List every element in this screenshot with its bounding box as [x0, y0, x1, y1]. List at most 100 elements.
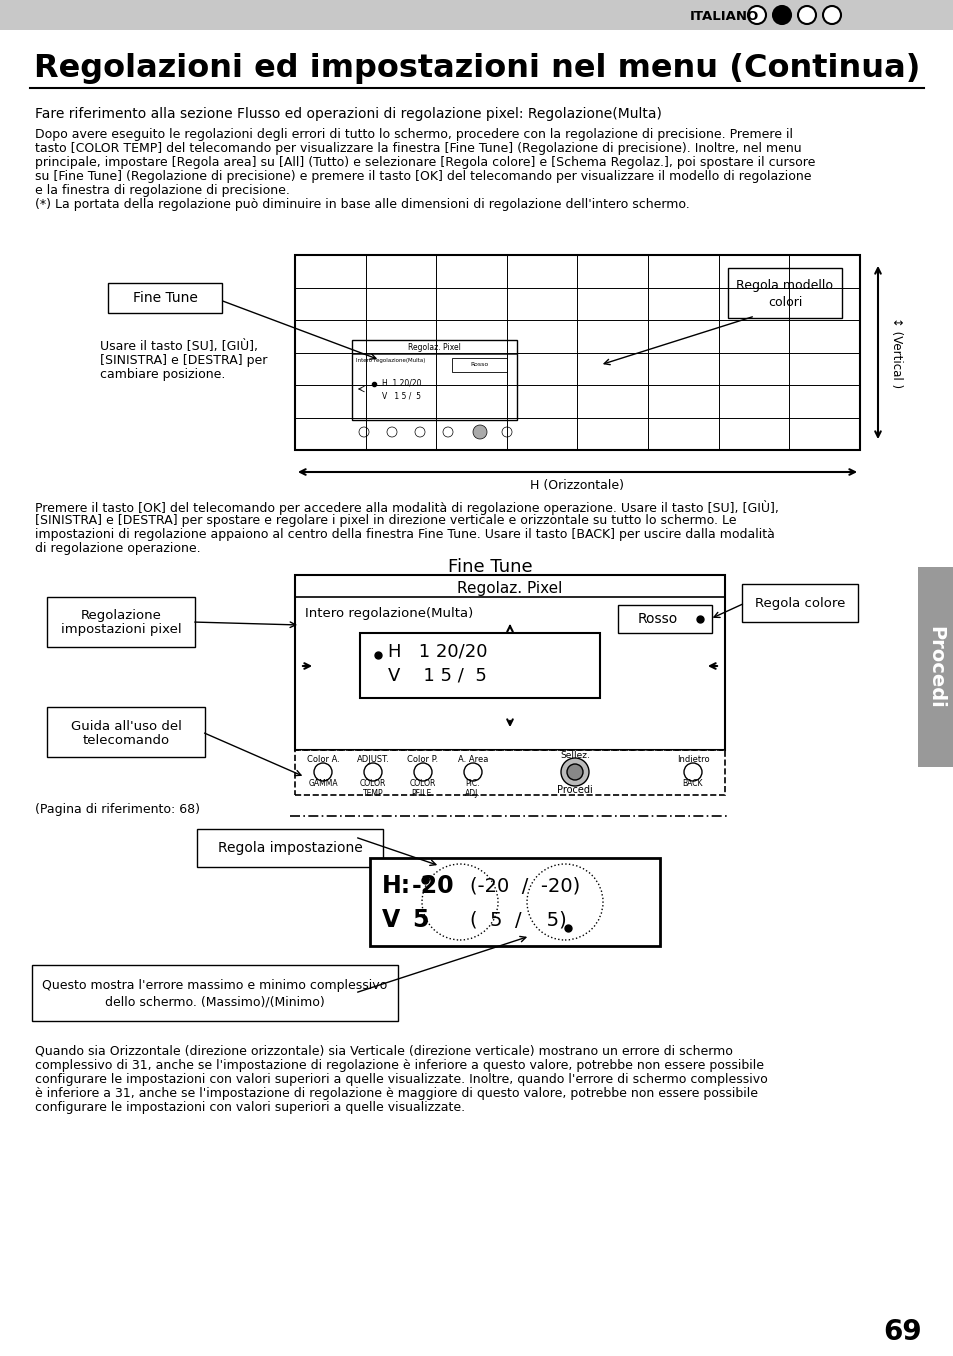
Text: Procedi: Procedi	[925, 625, 944, 708]
FancyBboxPatch shape	[47, 706, 205, 757]
Text: BACK: BACK	[682, 780, 702, 788]
Text: Rosso: Rosso	[638, 612, 678, 626]
Bar	[352, 340, 517, 420]
Circle shape	[314, 763, 332, 781]
Circle shape	[797, 5, 815, 24]
Text: Regolaz. Pixel: Regolaz. Pixel	[408, 343, 460, 351]
Text: Regolazione: Regolazione	[80, 609, 161, 622]
Bar	[359, 633, 599, 698]
Text: Color A.: Color A.	[306, 755, 339, 765]
Circle shape	[463, 763, 481, 781]
FancyBboxPatch shape	[727, 268, 841, 319]
FancyBboxPatch shape	[618, 605, 711, 633]
Text: PFILE.: PFILE.	[412, 788, 434, 797]
Text: tasto [COLOR TEMP] del telecomando per visualizzare la finestra [Fine Tune] (Reg: tasto [COLOR TEMP] del telecomando per v…	[35, 142, 801, 155]
Bar	[294, 255, 859, 450]
Bar	[917, 567, 953, 767]
Text: GAMMA: GAMMA	[308, 780, 337, 788]
Circle shape	[560, 758, 588, 786]
Circle shape	[747, 5, 765, 24]
Text: colori: colori	[767, 296, 801, 309]
Text: è inferiore a 31, anche se l'impostazione di regolazione è maggiore di questo va: è inferiore a 31, anche se l'impostazion…	[35, 1088, 758, 1100]
Circle shape	[442, 427, 453, 437]
Text: Regolazioni ed impostazioni nel menu (Continua): Regolazioni ed impostazioni nel menu (Co…	[33, 53, 920, 84]
Circle shape	[683, 763, 701, 781]
Circle shape	[358, 427, 369, 437]
Bar	[452, 358, 506, 372]
FancyBboxPatch shape	[741, 584, 857, 622]
Text: impostazioni di regolazione appaiono al centro della finestra Fine Tune. Usare i: impostazioni di regolazione appaiono al …	[35, 527, 774, 541]
Text: [SINISTRA] e [DESTRA] per: [SINISTRA] e [DESTRA] per	[100, 354, 267, 367]
Bar	[0, 0, 953, 30]
Circle shape	[387, 427, 396, 437]
Text: ITALIANO: ITALIANO	[689, 9, 759, 23]
Text: Regola modello: Regola modello	[736, 279, 833, 293]
Text: Fine Tune: Fine Tune	[132, 292, 197, 305]
Text: di regolazione operazione.: di regolazione operazione.	[35, 542, 200, 555]
Text: ADJUST.: ADJUST.	[356, 755, 389, 765]
Bar	[294, 575, 724, 750]
Text: Premere il tasto [OK] del telecomando per accedere alla modalità di regolazione : Premere il tasto [OK] del telecomando pe…	[35, 500, 778, 515]
Text: Questo mostra l'errore massimo e minimo complessivo: Questo mostra l'errore massimo e minimo …	[42, 979, 387, 993]
Text: Regolaz. Pixel: Regolaz. Pixel	[456, 580, 562, 595]
Circle shape	[501, 427, 512, 437]
Text: configurare le impostazioni con valori superiori a quelle visualizzate. Inoltre,: configurare le impostazioni con valori s…	[35, 1073, 767, 1086]
Bar	[370, 858, 659, 946]
FancyBboxPatch shape	[32, 965, 397, 1021]
Text: H  1 20/20: H 1 20/20	[381, 378, 421, 388]
Text: Quando sia Orizzontale (direzione orizzontale) sia Verticale (direzione vertical: Quando sia Orizzontale (direzione orizzo…	[35, 1045, 732, 1058]
Text: [SINISTRA] e [DESTRA] per spostare e regolare i pixel in direzione verticale e o: [SINISTRA] e [DESTRA] per spostare e reg…	[35, 514, 736, 527]
Text: 5: 5	[412, 909, 428, 932]
Text: Fine Tune: Fine Tune	[447, 559, 532, 576]
Text: Dopo avere eseguito le regolazioni degli errori di tutto lo schermo, procedere c: Dopo avere eseguito le regolazioni degli…	[35, 127, 792, 141]
Text: H:: H:	[381, 875, 411, 898]
Text: Guida all'uso del: Guida all'uso del	[71, 720, 181, 732]
Text: e la finestra di regolazione di precisione.: e la finestra di regolazione di precisio…	[35, 184, 290, 197]
Text: H   1 20/20: H 1 20/20	[388, 641, 487, 660]
Text: ↕ (Vertical ): ↕ (Vertical )	[889, 317, 902, 388]
Text: impostazioni pixel: impostazioni pixel	[61, 624, 181, 636]
Text: principale, impostare [Regola area] su [All] (Tutto) e selezionare [Regola color: principale, impostare [Regola area] su […	[35, 156, 815, 170]
Text: V: V	[381, 909, 400, 932]
Circle shape	[415, 427, 424, 437]
Circle shape	[822, 5, 841, 24]
Text: Sellez.: Sellez.	[559, 750, 589, 759]
Text: Regola impostazione: Regola impostazione	[217, 841, 362, 856]
Text: complessivo di 31, anche se l'impostazione di regolazione è inferiore a questo v: complessivo di 31, anche se l'impostazio…	[35, 1059, 763, 1073]
Text: (-20  /  -20): (-20 / -20)	[470, 876, 579, 895]
Text: -20: -20	[412, 875, 455, 898]
Text: COLOR: COLOR	[359, 780, 386, 788]
FancyBboxPatch shape	[294, 750, 724, 795]
Text: su [Fine Tune] (Regolazione di precisione) e premere il tasto [OK] del telecoman: su [Fine Tune] (Regolazione di precision…	[35, 170, 811, 183]
Text: Fare riferimento alla sezione Flusso ed operazioni di regolazione pixel: Regolaz: Fare riferimento alla sezione Flusso ed …	[35, 107, 661, 121]
FancyBboxPatch shape	[47, 597, 194, 647]
Text: telecomando: telecomando	[82, 734, 170, 747]
Text: V   1 5 /  5: V 1 5 / 5	[381, 392, 420, 400]
Text: (  5  /    5): ( 5 / 5)	[470, 910, 566, 929]
Text: Color P.: Color P.	[407, 755, 438, 765]
Text: Procedi: Procedi	[557, 785, 592, 795]
FancyBboxPatch shape	[108, 283, 222, 313]
Circle shape	[566, 763, 582, 780]
Text: (Pagina di riferimento: 68): (Pagina di riferimento: 68)	[35, 803, 200, 815]
Text: Indietro: Indietro	[676, 755, 709, 765]
Text: cambiare posizione.: cambiare posizione.	[100, 367, 225, 381]
Text: 69: 69	[882, 1318, 921, 1347]
Text: Usare il tasto [SU], [GIÙ],: Usare il tasto [SU], [GIÙ],	[100, 340, 257, 353]
Text: TEMP: TEMP	[362, 788, 383, 797]
Text: H (Orizzontale): H (Orizzontale)	[530, 479, 624, 491]
Text: PIC.: PIC.	[465, 780, 479, 788]
Text: ADJ.: ADJ.	[465, 788, 480, 797]
Text: A. Area: A. Area	[457, 755, 488, 765]
Text: (*) La portata della regolazione può diminuire in base alle dimensioni di regola: (*) La portata della regolazione può dim…	[35, 198, 689, 212]
FancyBboxPatch shape	[196, 829, 382, 866]
Circle shape	[364, 763, 381, 781]
Circle shape	[473, 424, 486, 439]
Text: dello schermo. (Massimo)/(Minimo): dello schermo. (Massimo)/(Minimo)	[105, 995, 325, 1009]
Text: configurare le impostazioni con valori superiori a quelle visualizzate.: configurare le impostazioni con valori s…	[35, 1101, 465, 1115]
Text: Intero regolazione(Multa): Intero regolazione(Multa)	[305, 607, 473, 620]
Circle shape	[414, 763, 432, 781]
Circle shape	[772, 5, 790, 24]
Text: COLOR: COLOR	[410, 780, 436, 788]
Text: Rosso: Rosso	[471, 362, 489, 367]
